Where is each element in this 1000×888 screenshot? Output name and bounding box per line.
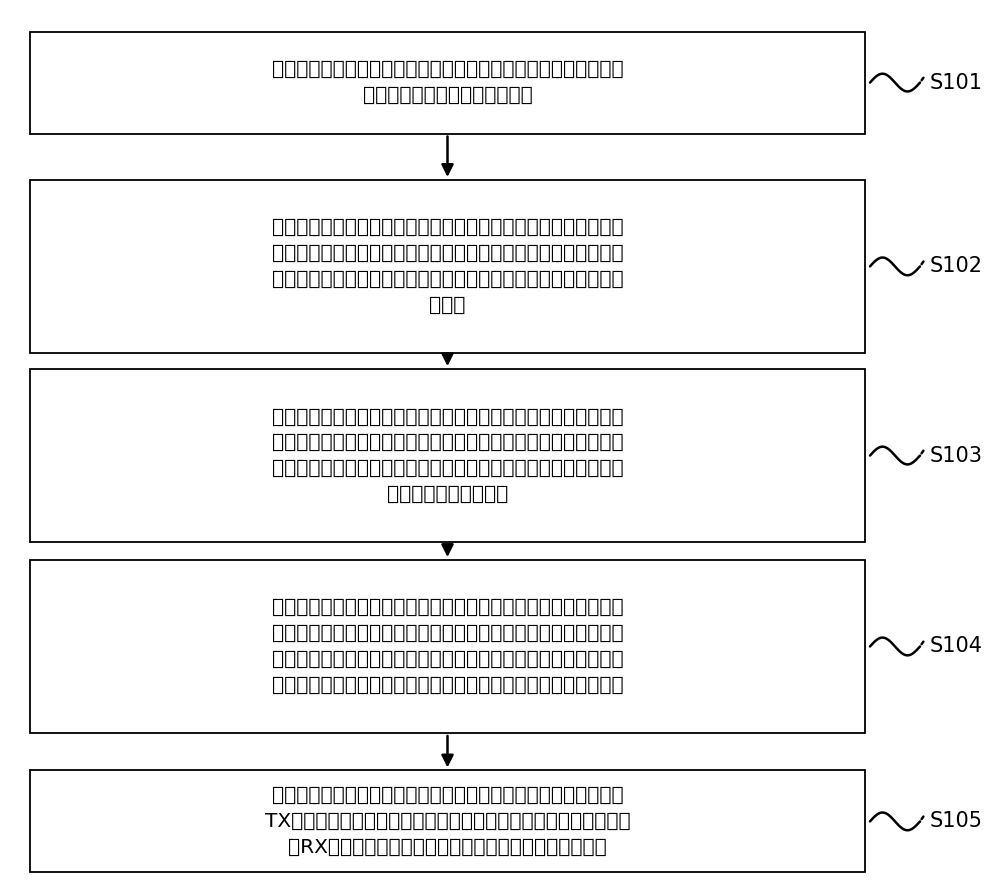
Text: S101: S101 [930, 73, 983, 92]
Text: 判断是否存在与第二串口连接的下一级从设备，如不存在与第二串
口连接的下一级从设备，则根据上一级从设备发送的地址设置指令
进行地址配置后，生成尾部设备信息并通过上: 判断是否存在与第二串口连接的下一级从设备，如不存在与第二串 口连接的下一级从设备… [272, 218, 623, 314]
Text: S105: S105 [930, 812, 983, 831]
Text: 根据收到的通信状态检测指令回复状态响应信号，并通过第二串口
TX发送端向下一级从设备转发该通信状态检测指令，并根据第二串
口RX接收端收到的信息判断是否存在第一: 根据收到的通信状态检测指令回复状态响应信号，并通过第二串口 TX发送端向下一级从… [265, 786, 630, 857]
Bar [30, 32, 865, 134]
Bar [30, 369, 865, 542]
Text: 如存在与第二串口连接的下一级从设备，则根据预设地址变化值对
地址设置指令内配置地址进行修改更新后发送至下一级从设备，并
将下一级从设备转发的最后一级从设备的尾部: 如存在与第二串口连接的下一级从设备，则根据预设地址变化值对 地址设置指令内配置地… [272, 408, 623, 503]
Bar [30, 180, 865, 353]
Bar [30, 559, 865, 733]
Text: 通过第一串口获取上一级从设备发送的地址设置指令，所述地址设
置指令包括本级设备的配置地址: 通过第一串口获取上一级从设备发送的地址设置指令，所述地址设 置指令包括本级设备的… [272, 60, 623, 105]
Bar [30, 770, 865, 872]
Text: S104: S104 [930, 637, 983, 656]
Text: S103: S103 [930, 446, 983, 465]
Text: S102: S102 [930, 257, 983, 276]
Text: 对通过第一串口获取的上一级从设备传递的数据通信指令进行解析
，判断数据通信指令中的地址信息与自身地址信息是否一致，若一
致则处理该数据通信指令并将回复信息通过上: 对通过第一串口获取的上一级从设备传递的数据通信指令进行解析 ，判断数据通信指令中… [272, 599, 623, 694]
